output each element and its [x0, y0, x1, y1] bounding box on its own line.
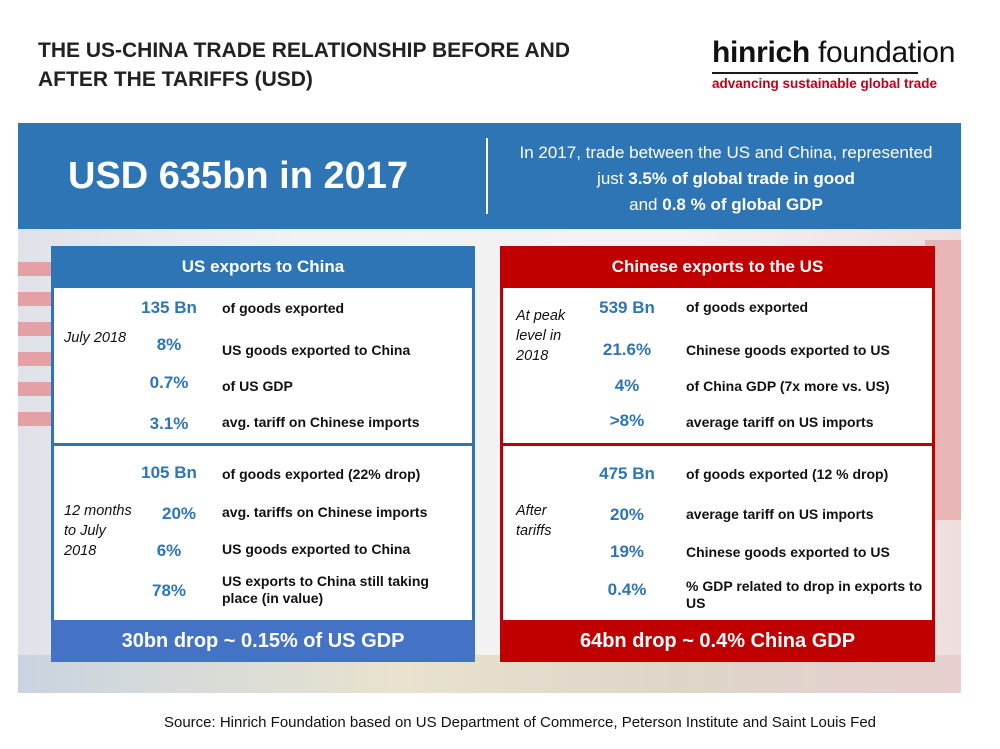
banner-divider — [486, 138, 488, 214]
summary-banner — [18, 123, 961, 229]
china-before-value: 539 Bn — [599, 298, 655, 317]
china-before-label: of China GDP (7x more vs. US) — [686, 378, 890, 394]
logo-wordmark-bold: hinrich — [712, 36, 810, 69]
banner-line-2: just 3.5% of global trade in good — [500, 166, 952, 192]
china-before-value: 4% — [614, 376, 640, 395]
china-impact-footer: 64bn drop ~ 0.4% China GDP — [500, 620, 935, 662]
us-after-label: US goods exported to China — [222, 541, 411, 557]
us-before-period: July 2018 — [64, 330, 127, 346]
china-before-period: At peak level in 2018 — [516, 308, 566, 364]
china-after-value: 0.4% — [607, 580, 647, 599]
us-before-label: of goods exported — [222, 300, 345, 316]
us-before-value: 135 Bn — [141, 298, 197, 317]
us-after-box — [51, 443, 475, 626]
brand-logo: hinrich foundation — [712, 36, 955, 70]
china-before-label: of goods exported — [686, 299, 809, 315]
us-before-box — [51, 288, 475, 446]
us-after-value: 20% — [161, 504, 197, 523]
us-after-value: 6% — [156, 541, 182, 560]
banner-gdp-stat: 0.8 % of global GDP — [662, 195, 823, 214]
china-after-label: % GDP related to drop in exports to US — [686, 578, 923, 611]
us-after-label: avg. tariffs on Chinese imports — [222, 504, 428, 520]
china-after-value: 20% — [609, 505, 645, 524]
us-before-value: 0.7% — [149, 373, 189, 392]
us-before-label: avg. tariff on Chinese imports — [222, 414, 420, 430]
china-before-label: Chinese goods exported to US — [686, 342, 890, 358]
us-before-value: 8% — [156, 335, 182, 354]
us-before-label: of US GDP — [222, 378, 293, 394]
china-before-value: 21.6% — [602, 340, 652, 359]
china-exports-heading: Chinese exports to the US — [500, 246, 935, 288]
china-after-value: 475 Bn — [599, 464, 655, 483]
banner-line-1: In 2017, trade between the US and China,… — [519, 143, 933, 162]
us-exports-heading: US exports to China — [51, 246, 475, 288]
logo-wordmark: foundation — [817, 36, 956, 69]
banner-global-trade-stat: 3.5% of global trade in good — [628, 169, 855, 188]
us-before-value: 3.1% — [149, 414, 189, 433]
china-before-value: >8% — [609, 411, 645, 430]
us-after-value: 105 Bn — [141, 463, 197, 482]
banner-line-2-prefix: just — [597, 169, 624, 188]
china-after-period: After tariffs — [516, 503, 552, 539]
logo-tagline: advancing sustainable global trade — [712, 76, 938, 91]
source-note: Source: Hinrich Foundation based on US D… — [163, 714, 877, 731]
china-before-box — [500, 288, 935, 446]
us-after-label: US exports to China still taking place (… — [222, 573, 429, 606]
china-after-label: Chinese goods exported to US — [686, 544, 890, 560]
china-before-label: average tariff on US imports — [686, 414, 874, 430]
us-after-value: 78% — [151, 581, 187, 600]
china-after-label: average tariff on US imports — [686, 506, 874, 522]
banner-description: In 2017, trade between the US and China,… — [500, 140, 952, 218]
china-after-label: of goods exported (12 % drop) — [686, 466, 889, 482]
us-after-label: of goods exported (22% drop) — [222, 466, 421, 482]
us-after-period: 12 months to July 2018 — [64, 503, 132, 559]
us-impact-footer: 30bn drop ~ 0.15% of US GDP — [51, 620, 475, 662]
banner-headline: USD 635bn in 2017 — [68, 155, 409, 197]
banner-line-3: and 0.8 % of global GDP — [500, 192, 952, 218]
china-after-value: 19% — [609, 542, 645, 561]
banner-line-3-prefix: and — [629, 195, 658, 214]
logo-underline — [712, 72, 918, 74]
page-title: THE US-CHINA TRADE RELATIONSHIP BEFORE A… — [38, 39, 571, 91]
us-before-label: US goods exported to China — [222, 342, 411, 358]
